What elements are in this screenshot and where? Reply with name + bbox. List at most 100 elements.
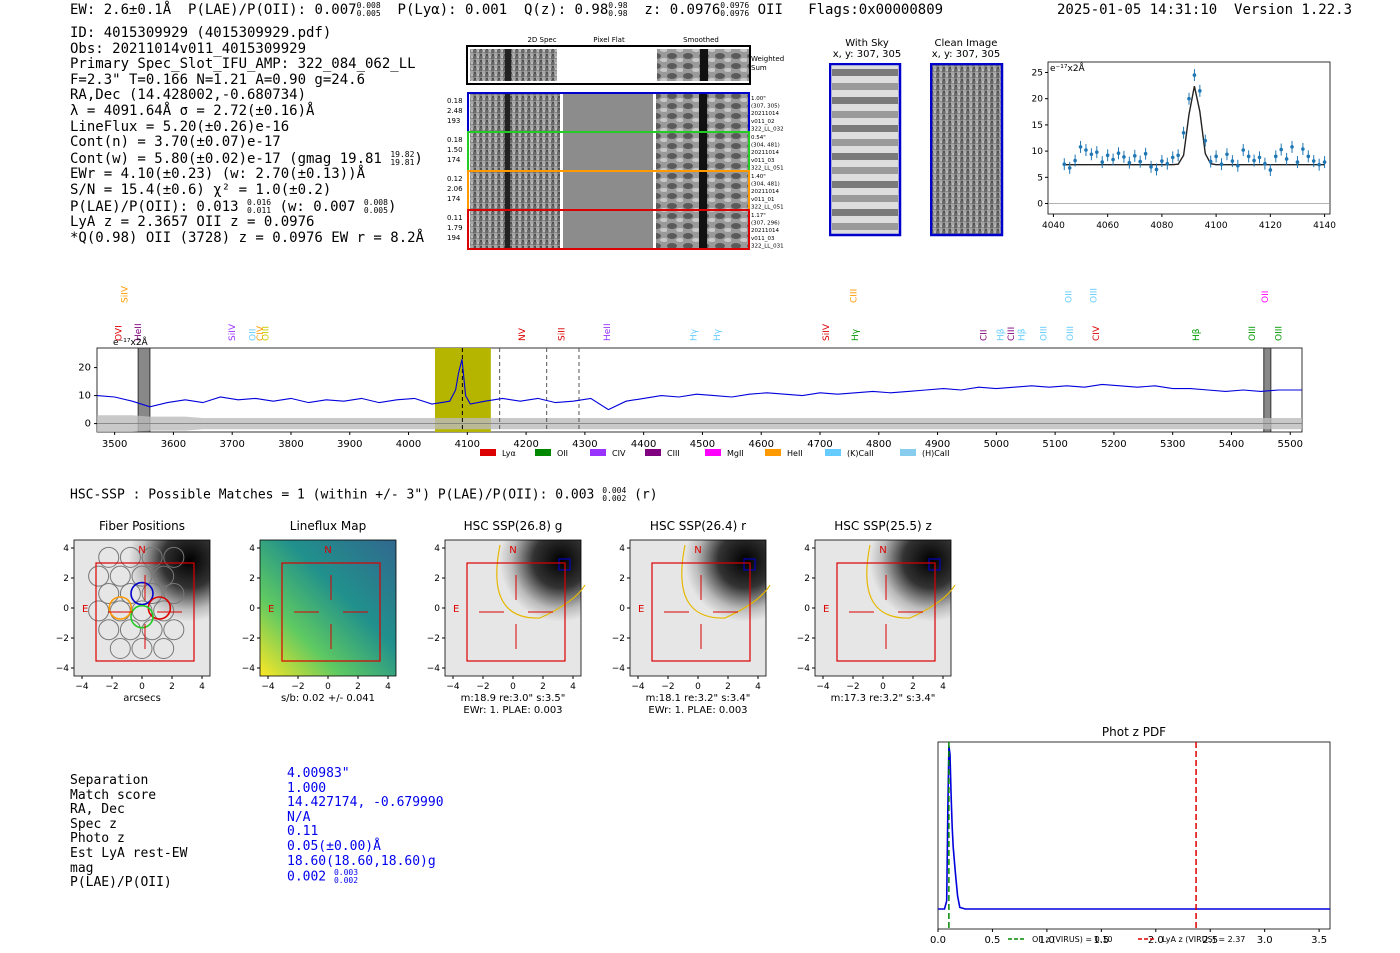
info-lambda: λ = 4091.64Å σ = 2.72(±0.16)Å [70, 102, 315, 119]
spec2d-row-stat: 2.06 [447, 185, 463, 193]
fit-data-point [1290, 145, 1294, 149]
stat-key: mag [70, 860, 94, 876]
header-z-line: OII [757, 2, 783, 18]
fit-ytick-label: 15 [1032, 121, 1043, 131]
info-lineflux: LineFlux = 5.20(±0.26)e-16 [70, 118, 290, 135]
cutout-xtick-label: 0 [695, 682, 701, 692]
fit-data-point [1062, 162, 1067, 167]
spec2d-row-stat: 0.12 [447, 175, 463, 183]
fit-data-point [1089, 152, 1094, 157]
spectral-line-label: Hγ [690, 328, 700, 341]
photz-pdf-line [938, 745, 1330, 910]
stat-value: 1.000 [287, 780, 327, 796]
spec2d-row-meta: (304, 481) [751, 143, 780, 149]
stat-value: 4.00983" [287, 766, 350, 781]
photz-xtick-label: 0.0 [930, 935, 946, 946]
cutout-ytick-label: 4 [619, 544, 625, 554]
legend-swatch [590, 449, 606, 456]
aperture-ellipse [866, 544, 956, 619]
cutout-ytick-label: −2 [242, 634, 255, 644]
cutout-caption: arcsecs [123, 693, 161, 704]
cutout-ytick-label: 2 [63, 574, 69, 584]
spec2d-panel: 2D Spec Pixel Flat Smoothed Weighted Sum… [447, 36, 784, 250]
stat-key: Spec z [70, 816, 117, 832]
fiber-circle [88, 600, 110, 622]
compass-e: E [638, 604, 644, 615]
spec-ytick-label: 20 [78, 363, 91, 374]
fit-data-point [1311, 159, 1316, 163]
spec-xtick-label: 4500 [690, 439, 715, 450]
cutout-ytick-label: 0 [804, 604, 810, 614]
sky-stripe [832, 97, 898, 104]
fit-data-point [1095, 150, 1099, 154]
spec2d-row-stat: 174 [447, 195, 461, 203]
spectral-line-label: OIII [1039, 326, 1049, 341]
fit-xtick-label: 4040 [1042, 221, 1065, 231]
cutout-xtick-label: 0 [325, 682, 331, 692]
cutout-ytick-label: −4 [612, 664, 626, 674]
fit-data-point [1073, 158, 1077, 163]
spectral-line-label: OIII [1274, 326, 1284, 341]
fiber-circle-highlight [130, 604, 154, 629]
header-plya: P(Lyα): 0.001 [397, 2, 508, 18]
spec2d-weighted-label: Weighted [751, 55, 784, 63]
cutout-caption: EWr: 1. PLAE: 0.003 [463, 705, 562, 716]
emission-trace [505, 172, 510, 209]
withsky-image [829, 63, 902, 237]
legend-label: CIV [612, 449, 626, 458]
masked-region [137, 347, 151, 433]
spec-xtick-label: 4000 [396, 439, 421, 450]
stat-key: Match score [70, 787, 157, 803]
compass-e: E [268, 604, 274, 615]
cutout-title: Lineflux Map [290, 519, 366, 533]
info-sn: S/N = 15.4(±0.6) χ² = 1.0(±0.2) [70, 181, 332, 198]
cutout-image [444, 539, 582, 677]
header-ew: EW: 2.6±0.1Å [70, 2, 172, 18]
compass-e: E [82, 604, 88, 615]
detection-info: ID: 4015309929 (4015309929.pdf) Obs: 202… [70, 25, 425, 246]
cutout-ytick-label: −4 [797, 664, 811, 674]
fit-data-point [1100, 160, 1105, 164]
spec-xtick-label: 5200 [1101, 439, 1126, 450]
spec2d-col-title: Pixel Flat [593, 36, 625, 44]
cutout-panel: HSC SSP(26.8) g N E −4 −4 −2 −2 0 0 2 2 4 4 m:18.9 re… [427, 519, 586, 716]
cutout-xtick-label: 4 [755, 682, 761, 692]
info-q: *Q(0.98) OII (3728) z = 0.0976 EW r = 8.… [70, 229, 425, 246]
header-qz: Q(z): 0.98 [523, 2, 609, 18]
fit-data-point [1317, 162, 1321, 167]
cutout-ytick-label: −2 [56, 634, 69, 644]
spec2d-cell [470, 211, 560, 248]
fit-data-point [1241, 148, 1246, 152]
fit-xtick-label: 4060 [1096, 221, 1119, 231]
stat-key: Est LyA rest-EW [70, 845, 188, 861]
fiber-circle [141, 546, 163, 568]
header-version: Version 1.22.3 [1234, 2, 1353, 18]
legend-label: (K)CaII [847, 449, 874, 458]
search-box [651, 562, 751, 662]
header-flags: Flags:0x00000809 [808, 2, 944, 18]
fiber-circle [119, 619, 141, 641]
fit-data-point [1225, 152, 1229, 157]
info-obs: Obs: 20211014v011_4015309929 [70, 40, 307, 57]
legend-label: (H)CaII [922, 449, 949, 458]
cutout-ytick-label: 2 [434, 574, 440, 584]
spec-ytick-label: 0 [85, 419, 91, 430]
spec-xtick-label: 5000 [984, 439, 1009, 450]
fit-data-point [1149, 165, 1153, 169]
stat-value: 0.11 [287, 824, 319, 840]
info-lya: LyA z = 2.3657 OII z = 0.0976 [70, 214, 315, 231]
cutout-ytick-label: 0 [63, 604, 69, 614]
spectral-line-label: CIII [849, 289, 859, 303]
spec2d-row-meta: 1.17" [751, 213, 766, 219]
info-primary: Primary Spec_Slot_IFU_AMP: 322_084_062_L… [70, 56, 416, 73]
spec-xtick-label: 3900 [337, 439, 362, 450]
spec-xtick-label: 4200 [513, 439, 538, 450]
cutout-xtick-label: −4 [816, 682, 830, 692]
spectral-line-label: HeII [603, 323, 613, 341]
spec2d-row-stat: 0.11 [447, 214, 463, 222]
cutout-panel: Fiber Positions N E −4 −4 −2 −2 0 0 2 2 4 4 arcsecs [56, 519, 211, 704]
info-fparams: F=2.3" T=0.166 N=1.21 A=0.90 g=24.6 [70, 71, 366, 88]
photz-xtick-label: 3.5 [1311, 935, 1327, 946]
cutout-xtick-label: 0 [510, 682, 516, 692]
